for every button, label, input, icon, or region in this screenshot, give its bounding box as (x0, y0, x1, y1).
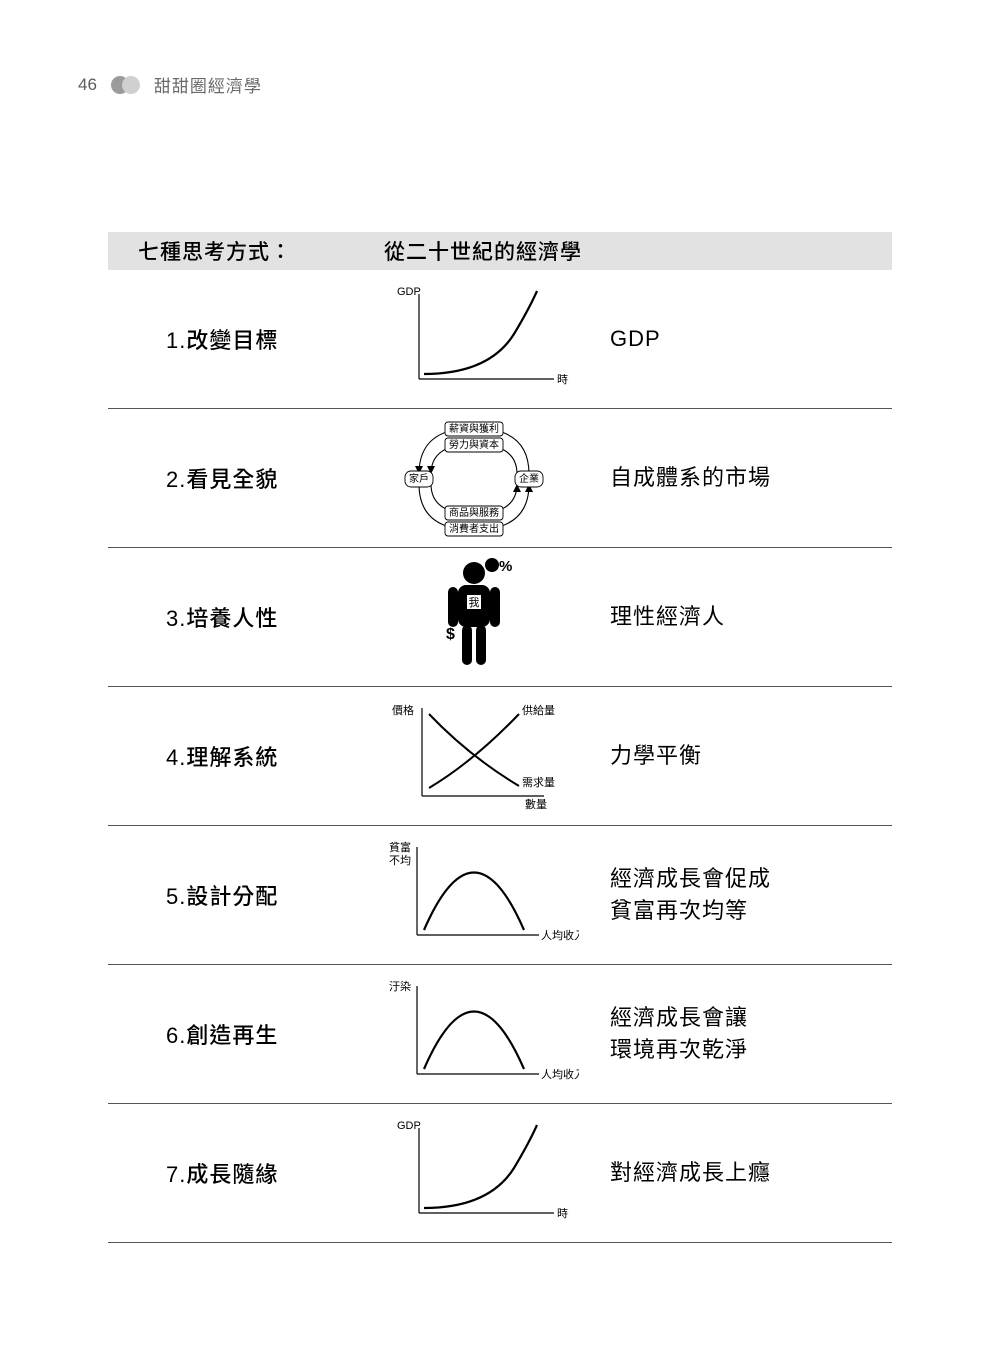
table-row: 1.改變目標 GDP 時間 GDP (108, 270, 892, 409)
page-number: 46 (78, 75, 97, 95)
supply-demand-icon: 價格 數量 供給量 需求量 (374, 696, 574, 816)
row-concept: 力學平衡 (594, 740, 892, 772)
row-diagram: 價格 數量 供給量 需求量 (354, 696, 594, 816)
svg-text:時間: 時間 (557, 1207, 569, 1220)
row-concept: 理性經濟人 (594, 601, 892, 633)
row-diagram: GDP 時間 (354, 1113, 594, 1233)
exponential-chart-icon: GDP 時間 (379, 279, 569, 399)
svg-text:GDP: GDP (397, 1120, 421, 1132)
svg-text:價格: 價格 (392, 703, 414, 717)
person-icon: % 我 $ (414, 553, 534, 681)
row-title: 1.改變目標 (108, 323, 354, 355)
svg-text:家戶: 家戶 (409, 472, 429, 485)
main-table: 七種思考方式： 從二十世紀的經濟學 1.改變目標 GDP 時間 GDP 2.看見… (108, 232, 892, 1243)
row-concept: GDP (594, 323, 892, 355)
svg-text:供給量: 供給量 (522, 703, 555, 717)
circular-flow-icon: 薪資與獲利 勞力與資本 商品與服務 消費者支出 家戶 企業 (379, 414, 569, 542)
row-title: 4.理解系統 (108, 740, 354, 772)
row-title: 3.培養人性 (108, 601, 354, 633)
row-title: 6.創造再生 (108, 1018, 354, 1050)
svg-text:%: % (499, 558, 512, 575)
svg-text:消費者支出: 消費者支出 (449, 522, 499, 535)
table-row: 7.成長隨緣 GDP 時間 對經濟成長上癮 (108, 1104, 892, 1243)
svg-text:貧富: 貧富 (389, 840, 411, 854)
table-row: 2.看見全貌 薪資與獲利 勞 (108, 409, 892, 548)
table-row: 5.設計分配 貧富 不均 人均收入 經濟成長會促成 貧富再次均等 (108, 826, 892, 965)
table-row: 3.培養人性 % 我 $ 理性經濟人 (108, 548, 892, 687)
kuznets-curve-icon: 汙染 人均收入 (369, 974, 579, 1094)
row-title: 7.成長隨緣 (108, 1157, 354, 1189)
svg-text:$: $ (446, 626, 455, 643)
row-diagram: GDP 時間 (354, 279, 594, 399)
svg-text:數量: 數量 (525, 797, 547, 811)
row-concept: 經濟成長會促成 貧富再次均等 (594, 863, 892, 927)
svg-text:薪資與獲利: 薪資與獲利 (449, 422, 499, 435)
svg-text:需求量: 需求量 (522, 776, 555, 789)
svg-text:商品與服務: 商品與服務 (449, 506, 499, 519)
svg-text:我: 我 (469, 596, 480, 609)
row-diagram: 貧富 不均 人均收入 (354, 835, 594, 955)
svg-text:勞力與資本: 勞力與資本 (449, 438, 499, 451)
svg-text:時間: 時間 (557, 373, 569, 386)
exponential-chart-icon: GDP 時間 (379, 1113, 569, 1233)
book-title: 甜甜圈經濟學 (154, 72, 262, 97)
table-row: 4.理解系統 價格 數量 供給量 需求量 力學平衡 (108, 687, 892, 826)
table-header-right: 從二十世紀的經濟學 (384, 236, 582, 266)
svg-text:人均收入: 人均收入 (541, 928, 579, 942)
svg-text:企業: 企業 (519, 472, 539, 485)
table-header-left: 七種思考方式： (138, 236, 384, 266)
svg-text:人均收入: 人均收入 (541, 1067, 579, 1081)
svg-text:汙染: 汙染 (389, 979, 411, 993)
row-concept: 自成體系的市場 (594, 462, 892, 494)
page-header: 46 甜甜圈經濟學 (78, 72, 262, 97)
row-diagram: 汙染 人均收入 (354, 974, 594, 1094)
row-diagram: 薪資與獲利 勞力與資本 商品與服務 消費者支出 家戶 企業 (354, 414, 594, 542)
row-title: 2.看見全貌 (108, 462, 354, 494)
row-diagram: % 我 $ (354, 553, 594, 681)
svg-text:GDP: GDP (397, 286, 421, 298)
row-concept: 經濟成長會讓 環境再次乾淨 (594, 1002, 892, 1066)
row-concept: 對經濟成長上癮 (594, 1157, 892, 1189)
table-header-bar: 七種思考方式： 從二十世紀的經濟學 (108, 232, 892, 270)
table-row: 6.創造再生 汙染 人均收入 經濟成長會讓 環境再次乾淨 (108, 965, 892, 1104)
kuznets-curve-icon: 貧富 不均 人均收入 (369, 835, 579, 955)
logo-icon (111, 76, 140, 94)
svg-text:不均: 不均 (389, 854, 411, 867)
row-title: 5.設計分配 (108, 879, 354, 911)
